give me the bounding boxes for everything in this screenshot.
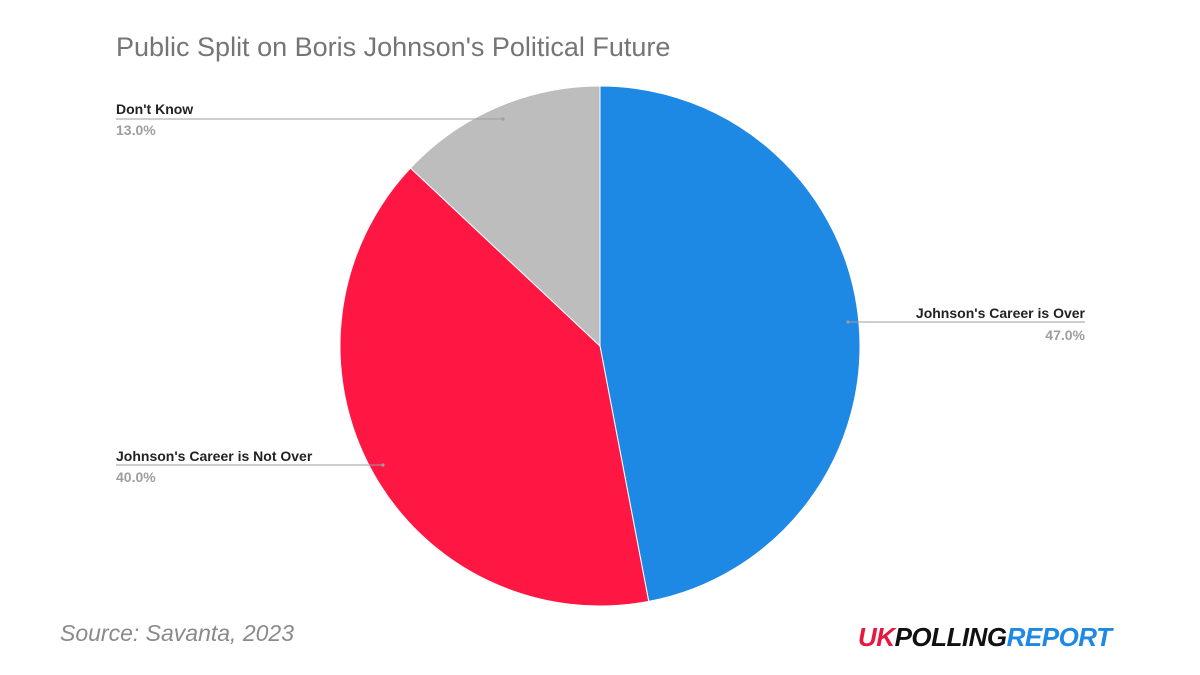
- uk-polling-report-logo: UKPOLLINGREPORT: [858, 622, 1112, 653]
- source-note: Source: Savanta, 2023: [60, 620, 294, 646]
- callout-dot-1: [381, 463, 385, 467]
- slice-value-1: 40.0%: [116, 469, 156, 485]
- callout-dot-2: [501, 117, 505, 121]
- slice-value-2: 13.0%: [116, 122, 156, 138]
- slice-value-0: 47.0%: [1045, 327, 1085, 343]
- slice-label-1: Johnson's Career is Not Over: [116, 448, 313, 464]
- logo-part-uk: UK: [858, 622, 895, 652]
- chart-title: Public Split on Boris Johnson's Politica…: [116, 32, 671, 62]
- logo-part-report: REPORT: [1006, 622, 1112, 652]
- callout-dot-0: [846, 320, 850, 324]
- slice-label-0: Johnson's Career is Over: [916, 305, 1086, 321]
- pie-slice-0: [599, 85, 861, 602]
- pie-slice-1: [339, 167, 650, 607]
- logo-part-polling: POLLING: [894, 622, 1008, 652]
- slice-label-2: Don't Know: [116, 101, 193, 117]
- pie-slice-2: [409, 85, 601, 348]
